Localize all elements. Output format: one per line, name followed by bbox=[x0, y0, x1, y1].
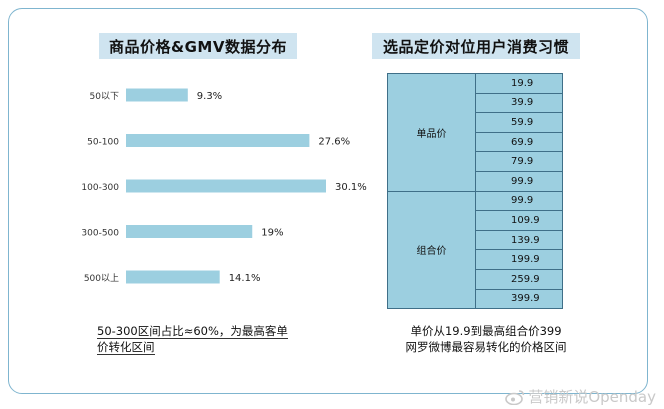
price-group-label: 单品价 bbox=[387, 73, 476, 192]
price-cell: 109.9 bbox=[475, 210, 563, 231]
price-cell: 69.9 bbox=[475, 131, 563, 153]
price-cell: 199.9 bbox=[475, 249, 563, 270]
price-row: 组合价 99.9 bbox=[387, 190, 563, 310]
category-label: 50-100 bbox=[87, 138, 119, 148]
watermark: 营销新说Openday bbox=[505, 386, 656, 407]
value-label: 9.3% bbox=[197, 91, 222, 102]
price-group-label: 组合价 bbox=[387, 190, 476, 310]
price-cell: 99.9 bbox=[475, 170, 563, 192]
price-cell: 399.9 bbox=[475, 288, 563, 310]
bar bbox=[126, 88, 188, 102]
price-cell: 59.9 bbox=[475, 112, 563, 133]
bar bbox=[126, 179, 326, 193]
right-panel-title: 选品定价对位用户消费习惯 bbox=[372, 33, 580, 59]
right-caption: 单价从19.9到最高组合价399 网罗微博最容易转化的价格区间 bbox=[381, 323, 591, 355]
price-cell: 99.9 bbox=[475, 190, 563, 212]
left-caption-line1: 50-300区间占比≈60%，为最高客单 bbox=[97, 324, 288, 339]
category-label: 100-300 bbox=[81, 183, 119, 193]
category-label: 500以上 bbox=[84, 273, 119, 284]
value-label: 19% bbox=[261, 228, 283, 239]
price-cell: 259.9 bbox=[475, 268, 563, 290]
weibo-icon bbox=[505, 389, 525, 405]
bar bbox=[126, 225, 253, 238]
left-caption: 50-300区间占比≈60%，为最高客单 价转化区间 bbox=[97, 323, 297, 355]
category-label: 50以下 bbox=[90, 92, 119, 102]
category-label: 300-500 bbox=[81, 229, 119, 239]
right-caption-line2: 网罗微博最容易转化的价格区间 bbox=[405, 340, 567, 354]
right-caption-line1: 单价从19.9到最高组合价399 bbox=[410, 324, 562, 338]
price-gmv-bar-chart: 50以下 9.3% 50-100 27.6% 100-300 30.1% 300-500 19… bbox=[81, 88, 367, 284]
bar bbox=[126, 270, 220, 284]
price-cell: 139.9 bbox=[475, 229, 563, 251]
price-cell: 39.9 bbox=[475, 92, 563, 114]
price-table: 单品价 19.9 39.9 59.9 69.9 79.9 99.9 组合价 99.9 109.9 1… bbox=[387, 73, 563, 310]
left-caption-line2: 价转化区间 bbox=[97, 340, 155, 355]
value-label: 27.6% bbox=[318, 137, 350, 148]
value-label: 30.1% bbox=[335, 182, 367, 193]
bar bbox=[126, 134, 310, 147]
left-panel-title: 商品价格&GMV数据分布 bbox=[99, 33, 297, 59]
price-row: 单品价 19.9 bbox=[387, 73, 563, 192]
price-cell: 19.9 bbox=[475, 73, 563, 94]
value-label: 14.1% bbox=[229, 273, 261, 284]
watermark-text: 营销新说Openday bbox=[528, 388, 656, 406]
price-row: 399.9 bbox=[388, 288, 563, 310]
price-cell: 79.9 bbox=[475, 151, 563, 172]
